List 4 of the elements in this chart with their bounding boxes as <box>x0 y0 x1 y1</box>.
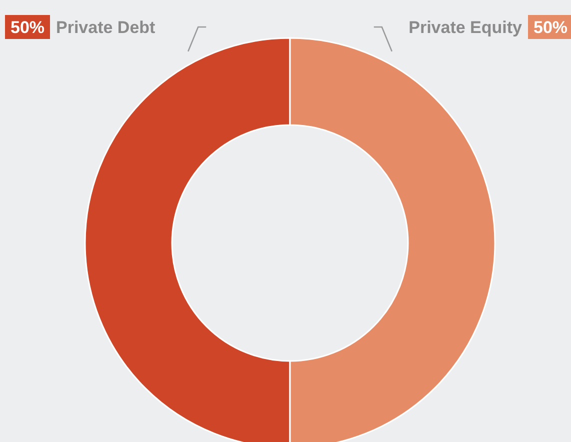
slice-label: Private Equity <box>408 18 523 37</box>
data-label: 50% <box>533 18 568 37</box>
legend-label: Private Debt <box>56 18 156 37</box>
data-label: 50% <box>10 18 45 37</box>
